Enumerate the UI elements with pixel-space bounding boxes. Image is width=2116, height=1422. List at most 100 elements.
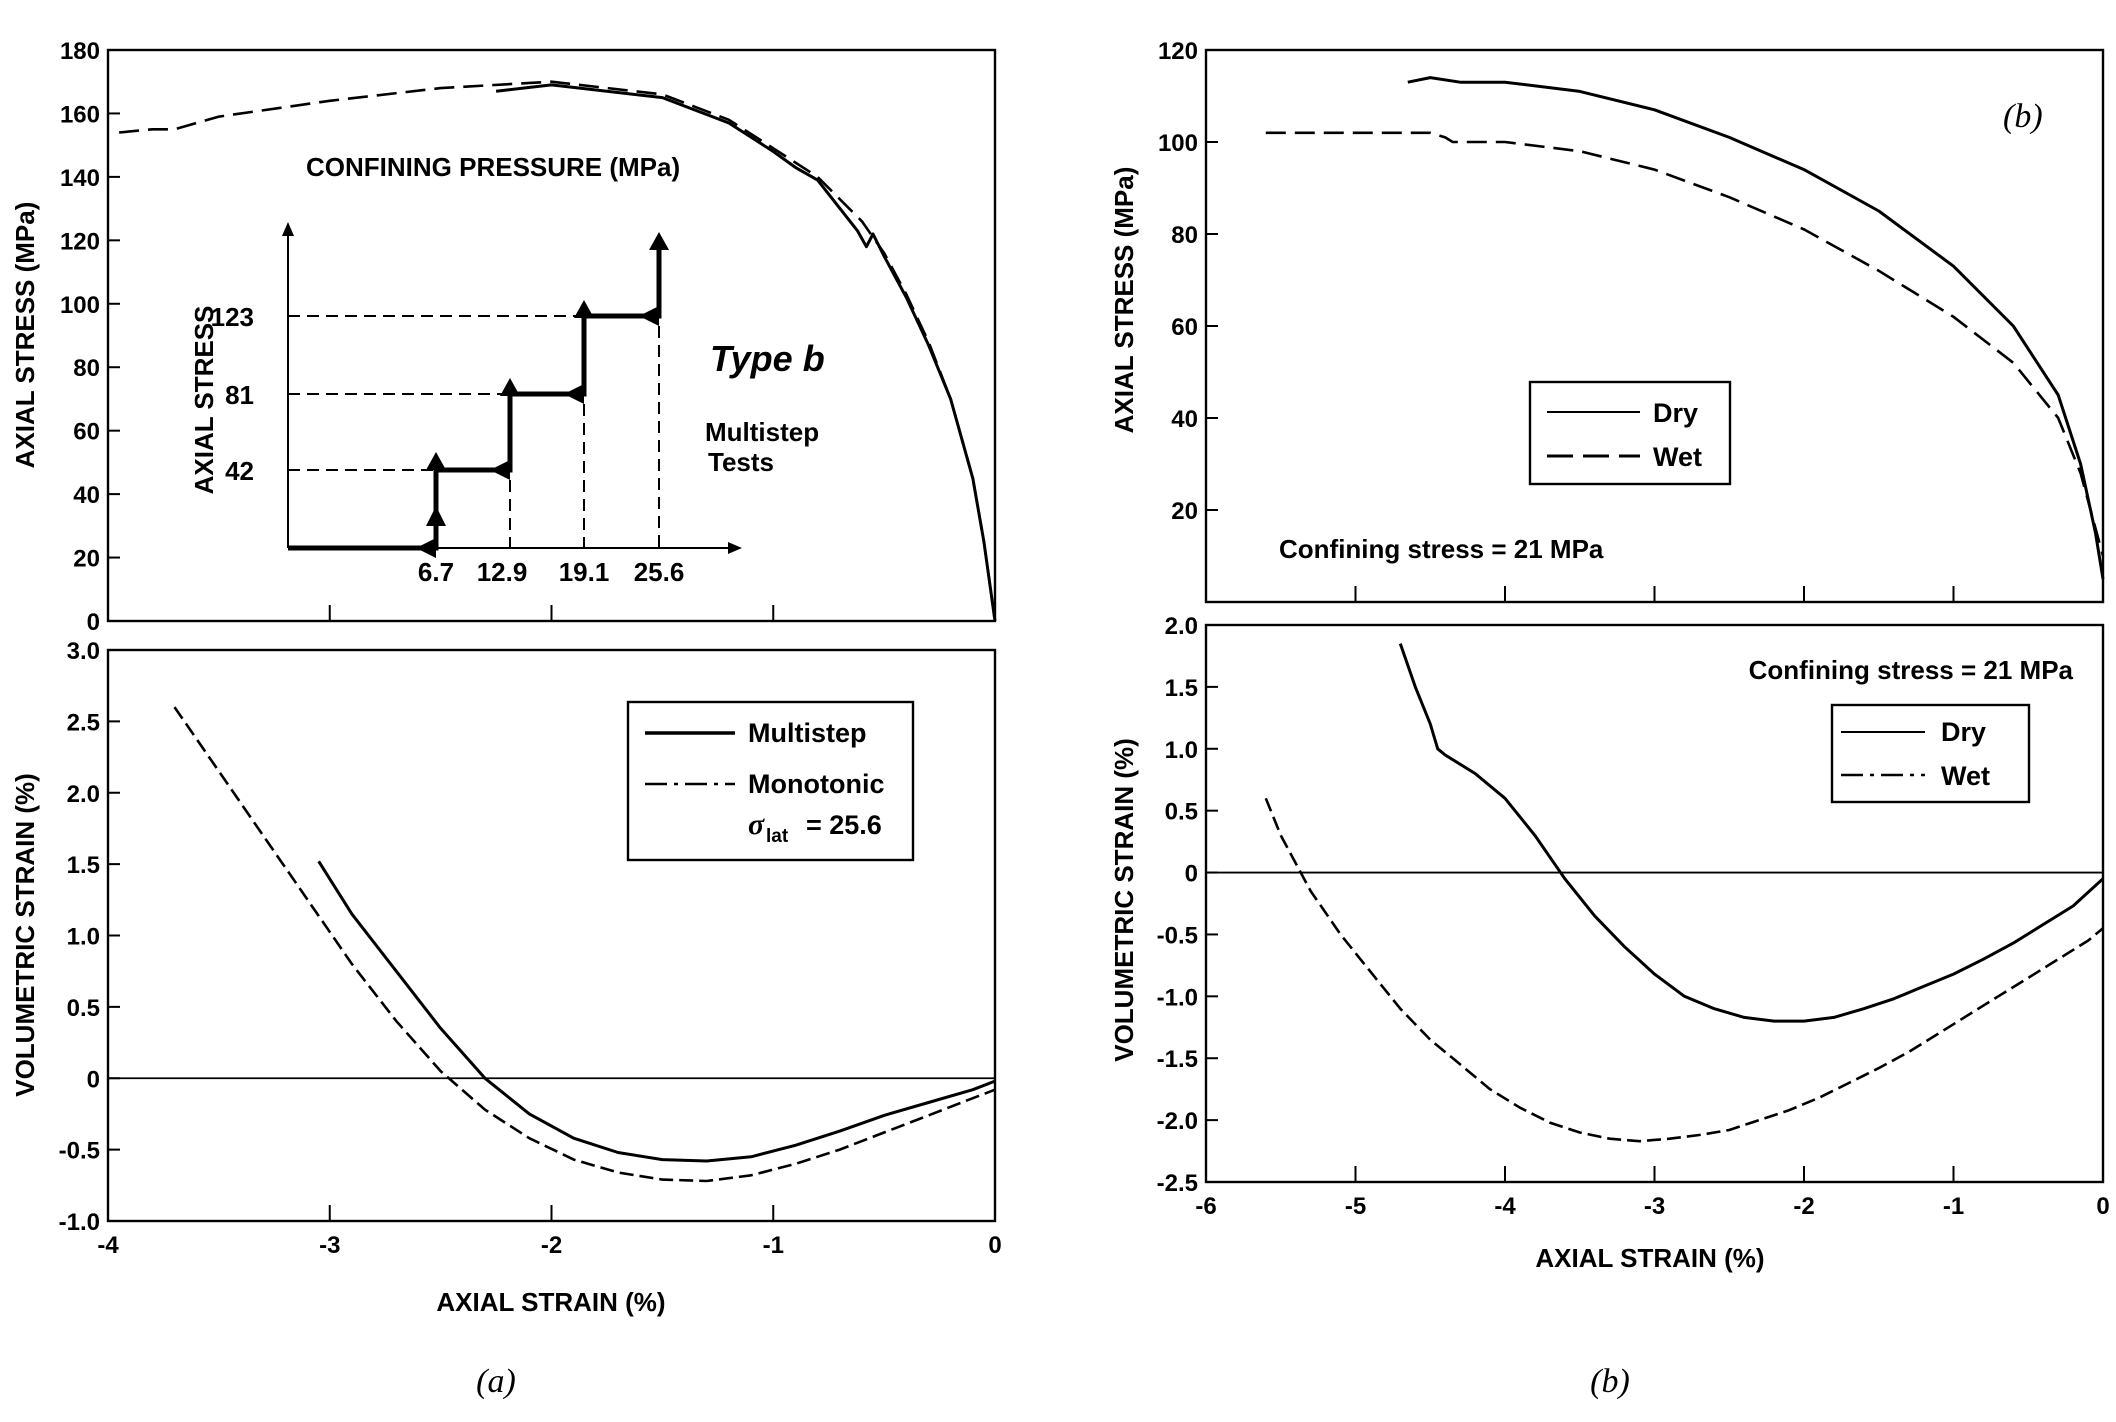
x-tick-label: -5	[1345, 1193, 1366, 1220]
y-tick-label: 2.5	[67, 709, 100, 736]
a-bottom-y-axis-label: VOLUMETRIC STRAIN (%)	[10, 773, 40, 1097]
inset-x-arrowhead	[728, 542, 742, 554]
y-tick-label: 20	[1171, 498, 1198, 525]
y-tick-label: 60	[1171, 314, 1198, 341]
y-tick-label: -0.5	[1157, 922, 1198, 949]
b-bottom-series-layer	[1206, 643, 2105, 1143]
b-top-series-wet-line	[1265, 131, 2105, 557]
y-tick-label: 1.5	[1165, 675, 1198, 702]
b-top-y-axis-label: AXIAL STRESS (MPa)	[1109, 167, 1139, 434]
inset-step-label-25-6: 25.6	[634, 557, 685, 587]
panel-b-bottom-chart: VOLUMETRIC STRAIN (%) AXIAL STRAIN (%) -…	[1109, 613, 2110, 1273]
y-tick-label: 120	[1158, 38, 1198, 65]
inset-step-label-12-9: 12.9	[477, 557, 528, 587]
a-top-multistep-line1: Multistep	[705, 417, 819, 447]
b-top-legend: Dry Wet	[1528, 380, 1732, 486]
a-bottom-series-multistep-line	[317, 860, 996, 1163]
inset-step-label-19-1: 19.1	[559, 557, 610, 587]
legend-sigma-symbol: σ	[748, 808, 765, 841]
x-tick-label: -2	[541, 1232, 562, 1259]
inset-arrow-2	[426, 452, 446, 470]
x-tick-label: -3	[319, 1232, 340, 1259]
y-tick-label: 80	[1171, 222, 1198, 249]
y-tick-label: 120	[60, 228, 100, 255]
x-tick-label: -2	[1793, 1193, 1814, 1220]
legend-monotonic-value: = 25.6	[806, 810, 882, 840]
y-tick-label: 60	[73, 419, 100, 446]
y-tick-label: 1.0	[1165, 737, 1198, 764]
inset-arrow-h3	[639, 306, 659, 326]
y-tick-label: -0.5	[59, 1138, 100, 1165]
panel-a-top-frame	[106, 48, 997, 623]
y-tick-label: 140	[60, 165, 100, 192]
a-top-y-axis-label: AXIAL STRESS (MPa)	[10, 202, 40, 469]
x-tick-label: -1	[763, 1232, 784, 1259]
legend-label-monotonic: Monotonic	[748, 769, 884, 799]
y-tick-label: 40	[1171, 406, 1198, 433]
inset-step-label-6-7: 6.7	[418, 557, 454, 587]
a-top-series-solid-line	[495, 83, 997, 622]
b-bottom-y-axis-label: VOLUMETRIC STRAIN (%)	[1109, 738, 1139, 1062]
a-bottom-x-axis-label: AXIAL STRAIN (%)	[436, 1287, 665, 1317]
x-tick-label: -4	[97, 1232, 119, 1259]
x-tick-label: 0	[2096, 1193, 2109, 1220]
b-bottom-series-wet-line	[1264, 797, 2104, 1143]
inset-arrow-3	[500, 378, 520, 396]
b-top-series-dry-line	[1407, 76, 2105, 580]
inset-arrow-1	[426, 506, 446, 526]
x-tick-label: 0	[988, 1232, 1001, 1259]
caption-b: (b)	[1590, 1363, 1630, 1400]
y-tick-label: 20	[73, 546, 100, 573]
x-tick-label: -3	[1644, 1193, 1665, 1220]
b-top-legend-label-wet: Wet	[1653, 442, 1702, 472]
a-top-multistep-line2: Tests	[708, 447, 774, 477]
a-top-series-layer	[118, 80, 997, 622]
b-top-series-layer	[1265, 76, 2105, 580]
b-bottom-legend-box	[1830, 703, 2031, 804]
a-bottom-legend-box	[626, 700, 915, 862]
y-tick-label: 1.5	[67, 852, 100, 879]
b-bottom-legend-label-wet: Wet	[1941, 761, 1990, 791]
y-tick-label: 0	[87, 1066, 100, 1093]
y-tick-label: -1.0	[1157, 984, 1198, 1011]
y-tick-label: 80	[73, 355, 100, 382]
inset-arrow-5	[649, 232, 669, 250]
y-tick-label: 3.0	[67, 638, 100, 665]
a-top-series-dashed-line	[118, 80, 997, 622]
b-top-legend-box	[1528, 380, 1732, 486]
inset-level-label-123: 123	[211, 302, 254, 332]
inset-level-label-42: 42	[225, 456, 254, 486]
y-tick-label: 0	[87, 609, 100, 636]
a-top-tick-layer: 0 20 40 60 80 100 120 140 160 180	[60, 38, 775, 636]
y-tick-label: -1.0	[59, 1209, 100, 1236]
a-bottom-tick-layer: -1.0 -0.5 0 0.5 1.0 1.5 2.0 2.5 3.0 -4 -3 -2 -1 0	[59, 638, 1002, 1259]
y-tick-label: 0	[1185, 861, 1198, 888]
panel-b-top-chart: AXIAL STRESS (MPa) 20 40 60 80 100 120 (b) Co…	[1109, 38, 2105, 604]
y-tick-label: 40	[73, 482, 100, 509]
inset-arrow-4	[574, 300, 594, 318]
y-tick-label: -1.5	[1157, 1046, 1198, 1073]
a-top-inset: AXIAL STRESS 123 81 42 6.7 12.9 19.1 25.…	[189, 222, 742, 587]
y-tick-label: -2.5	[1157, 1170, 1198, 1197]
a-bottom-series-layer	[108, 706, 996, 1183]
panel-a-top-chart: AXIAL STRESS (MPa) 0 20 40 60 80 100 120 140 160…	[10, 38, 997, 636]
legend-label-multistep: Multistep	[748, 718, 867, 748]
caption-a: (a)	[476, 1363, 516, 1400]
y-tick-label: 100	[1158, 130, 1198, 157]
inset-arrow-h0	[416, 538, 436, 558]
legend-sigma-subscript: lat	[766, 826, 789, 847]
y-tick-label: 100	[60, 292, 100, 319]
a-top-confining-title: CONFINING PRESSURE (MPa)	[306, 152, 680, 182]
a-bottom-legend: Multistep Monotonic σ lat = 25.6	[626, 700, 915, 862]
a-top-type-label: Type b	[710, 338, 825, 379]
b-bottom-legend-label-dry: Dry	[1941, 717, 1986, 747]
y-tick-label: 2.0	[1165, 613, 1198, 640]
y-tick-label: 180	[60, 38, 100, 65]
y-tick-label: 0.5	[1165, 799, 1198, 826]
x-tick-label: -1	[1943, 1193, 1964, 1220]
y-tick-label: 1.0	[67, 924, 100, 951]
inset-y-label: AXIAL STRESS	[189, 306, 219, 495]
b-top-legend-label-dry: Dry	[1653, 398, 1698, 428]
